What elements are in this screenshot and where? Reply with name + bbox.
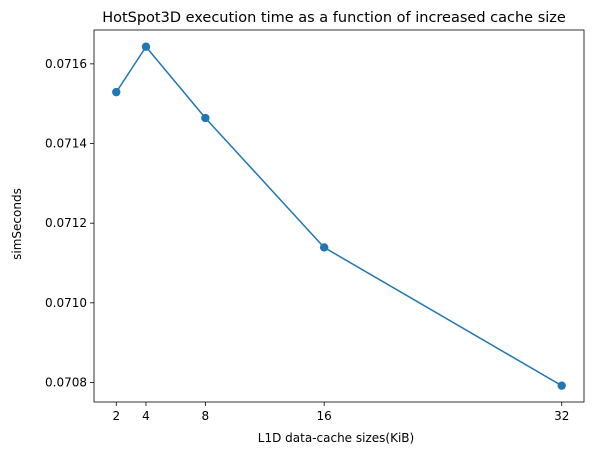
plot-layer: 2 4 8 16 32 0.0708 0.0710 0.0712 0.0714 0.0716	[45, 29, 585, 423]
chart-title: HotSpot3D execution time as a function o…	[102, 10, 566, 26]
y-axis-label: simSeconds	[10, 188, 24, 260]
data-point	[319, 243, 329, 252]
y-tick-label: 0.0716	[45, 57, 87, 71]
series-line	[115, 45, 563, 387]
x-tick-label: 4	[142, 409, 150, 423]
y-tick-label: 0.0714	[45, 137, 87, 151]
y-tick-label: 0.0708	[45, 375, 87, 389]
plot-frame	[93, 29, 585, 403]
y-tick-label: 0.0710	[45, 296, 87, 310]
x-axis-label: L1D data-cache sizes(KiB)	[258, 431, 414, 445]
y-tick-label: 0.0712	[45, 216, 87, 230]
x-tick-label: 32	[554, 409, 569, 423]
x-tick-label: 2	[112, 409, 120, 423]
x-tick-label: 16	[317, 409, 332, 423]
data-point	[201, 113, 210, 123]
data-point	[112, 87, 121, 97]
data-point	[557, 381, 566, 390]
x-tick-label: 8	[202, 409, 210, 423]
data-point	[141, 42, 151, 51]
